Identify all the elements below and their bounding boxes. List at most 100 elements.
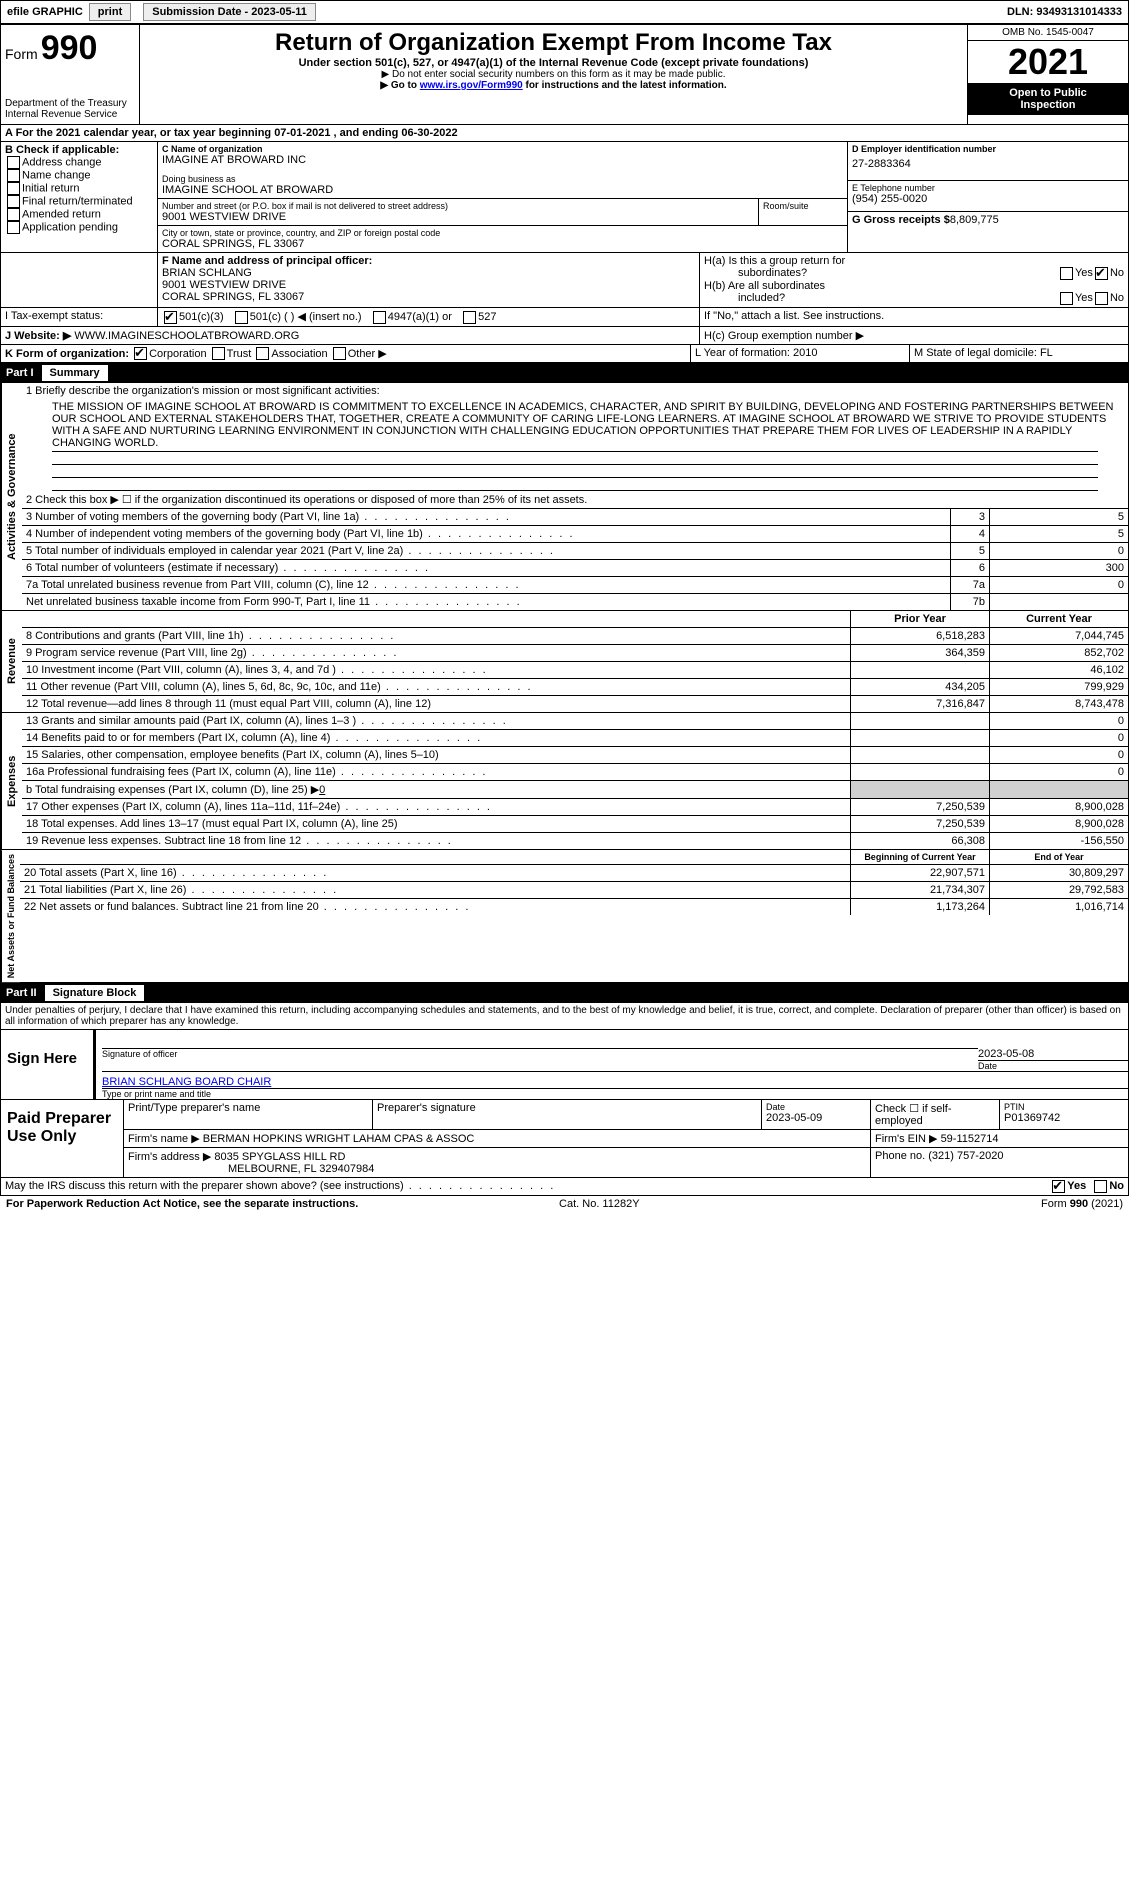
p18: 7,250,539 (851, 816, 990, 833)
ha-yes-lbl: Yes (1075, 267, 1093, 280)
part1-title: Summary (42, 365, 108, 381)
hb-no-lbl: No (1110, 292, 1124, 305)
discuss-yes[interactable] (1052, 1180, 1065, 1193)
k-trust: Trust (227, 348, 252, 360)
v5: 0 (990, 543, 1129, 560)
Ha-yes[interactable] (1060, 267, 1073, 280)
subtitle-3b: for instructions and the latest informat… (523, 80, 727, 91)
F-label: F Name and address of principal officer: (162, 255, 695, 267)
Hb2: included? (704, 292, 1058, 305)
org-dba: IMAGINE SCHOOL AT BROWARD (162, 184, 843, 196)
D-label: D Employer identification number (852, 144, 1124, 154)
entity-block: B Check if applicable: Address change Na… (0, 142, 1129, 253)
chk-4947[interactable] (373, 311, 386, 324)
ein: 27-2883364 (852, 158, 1124, 170)
firm-phone-val: (321) 757-2020 (928, 1150, 1003, 1162)
line-a: A For the 2021 calendar year, or tax yea… (0, 125, 1129, 142)
netassets-section: Net Assets or Fund Balances Beginning of… (0, 850, 1129, 983)
n7b: 7b (951, 594, 990, 611)
l5: 5 Total number of individuals employed i… (22, 543, 951, 560)
revenue-vlabel: Revenue (1, 611, 22, 712)
officer-name-link[interactable]: BRIAN SCHLANG BOARD CHAIR (102, 1076, 271, 1088)
tax-year: 2021 (968, 41, 1128, 83)
Hb-note: If "No," attach a list. See instructions… (704, 310, 1124, 322)
chk-amended-return[interactable] (7, 208, 20, 221)
form-foot: Form 990 (2021) (1041, 1198, 1123, 1210)
phone: (954) 255-0020 (852, 193, 1124, 205)
c17: 8,900,028 (990, 799, 1129, 816)
Hb: H(b) Are all subordinates (704, 280, 825, 292)
c18: 8,900,028 (990, 816, 1129, 833)
chk-initial-return[interactable] (7, 182, 20, 195)
topbar: efile GRAPHIC print Submission Date - 20… (0, 0, 1129, 24)
chk-name-change[interactable] (7, 169, 20, 182)
l11: 11 Other revenue (Part VIII, column (A),… (22, 679, 851, 696)
c8: 7,044,745 (990, 628, 1129, 645)
chk-527[interactable] (463, 311, 476, 324)
chk-address-change[interactable] (7, 156, 20, 169)
firm-name-lbl: Firm's name ▶ (128, 1133, 200, 1145)
i-527: 527 (478, 311, 496, 323)
form-word: Form (5, 46, 38, 62)
l16b-txt: b Total fundraising expenses (Part IX, c… (26, 784, 319, 796)
activities-section: Activities & Governance 1 Briefly descri… (0, 383, 1129, 611)
pra: For Paperwork Reduction Act Notice, see … (6, 1198, 358, 1210)
Ha-no[interactable] (1095, 267, 1108, 280)
v7b (990, 594, 1129, 611)
l12: 12 Total revenue—add lines 8 through 11 … (22, 696, 851, 713)
subtitle-1: Under section 501(c), 527, or 4947(a)(1)… (144, 57, 963, 69)
chk-corp[interactable] (134, 347, 147, 360)
p9: 364,359 (851, 645, 990, 662)
part2-title: Signature Block (45, 985, 145, 1001)
officer-name-lbl: Type or print name and title (102, 1088, 1128, 1099)
chk-application-pending[interactable] (7, 221, 20, 234)
b3: Final return/terminated (22, 195, 133, 207)
pname-lbl: Print/Type preparer's name (124, 1100, 373, 1130)
l16b: b Total fundraising expenses (Part IX, c… (22, 781, 851, 799)
cat: Cat. No. 11282Y (559, 1198, 640, 1210)
chk-501c[interactable] (235, 311, 248, 324)
chk-trust[interactable] (212, 347, 225, 360)
l20: 20 Total assets (Part X, line 16) (20, 865, 851, 882)
Hb-no[interactable] (1095, 292, 1108, 305)
c15: 0 (990, 747, 1129, 764)
chk-final-return[interactable] (7, 195, 20, 208)
chk-assoc[interactable] (256, 347, 269, 360)
discuss-yes-lbl: Yes (1067, 1180, 1086, 1193)
l17: 17 Other expenses (Part IX, column (A), … (22, 799, 851, 816)
discuss-row: May the IRS discuss this return with the… (0, 1178, 1129, 1196)
Ha2: subordinates? (704, 267, 1058, 280)
officer-addr2: CORAL SPRINGS, FL 33067 (162, 291, 695, 303)
v4: 5 (990, 526, 1129, 543)
i-c3: 501(c)(3) (179, 311, 224, 323)
end-hdr: End of Year (990, 850, 1129, 865)
room-label: Room/suite (763, 201, 843, 211)
c16b (990, 781, 1129, 799)
l4: 4 Number of independent voting members o… (22, 526, 951, 543)
Hb-yes[interactable] (1060, 292, 1073, 305)
p10 (851, 662, 990, 679)
declaration: Under penalties of perjury, I declare th… (0, 1003, 1129, 1030)
submission-date-button[interactable]: Submission Date - 2023-05-11 (143, 3, 316, 21)
n3: 3 (951, 509, 990, 526)
k-corp: Corporation (149, 348, 206, 360)
n5: 5 (951, 543, 990, 560)
hb-yes-lbl: Yes (1075, 292, 1093, 305)
e21: 29,792,583 (990, 882, 1129, 899)
v3: 5 (990, 509, 1129, 526)
open-public: Open to Public (972, 87, 1124, 99)
discuss-no[interactable] (1094, 1180, 1107, 1193)
G-label: G Gross receipts $ (852, 214, 950, 226)
sig-date-val: 2023-05-08 (978, 1048, 1128, 1060)
print-button[interactable]: print (89, 3, 131, 21)
chk-other[interactable] (333, 347, 346, 360)
firm-phone-lbl: Phone no. (875, 1150, 925, 1162)
irs-link[interactable]: www.irs.gov/Form990 (420, 80, 523, 91)
l16a: 16a Professional fundraising fees (Part … (22, 764, 851, 781)
officer-name: BRIAN SCHLANG (162, 267, 695, 279)
chk-501c3[interactable] (164, 311, 177, 324)
firm-addr2: MELBOURNE, FL 329407984 (128, 1163, 374, 1175)
chk-self: Check ☐ if self-employed (871, 1100, 1000, 1130)
b21: 21,734,307 (851, 882, 990, 899)
sign-here-block: Sign Here Signature of officer 2023-05-0… (0, 1030, 1129, 1100)
